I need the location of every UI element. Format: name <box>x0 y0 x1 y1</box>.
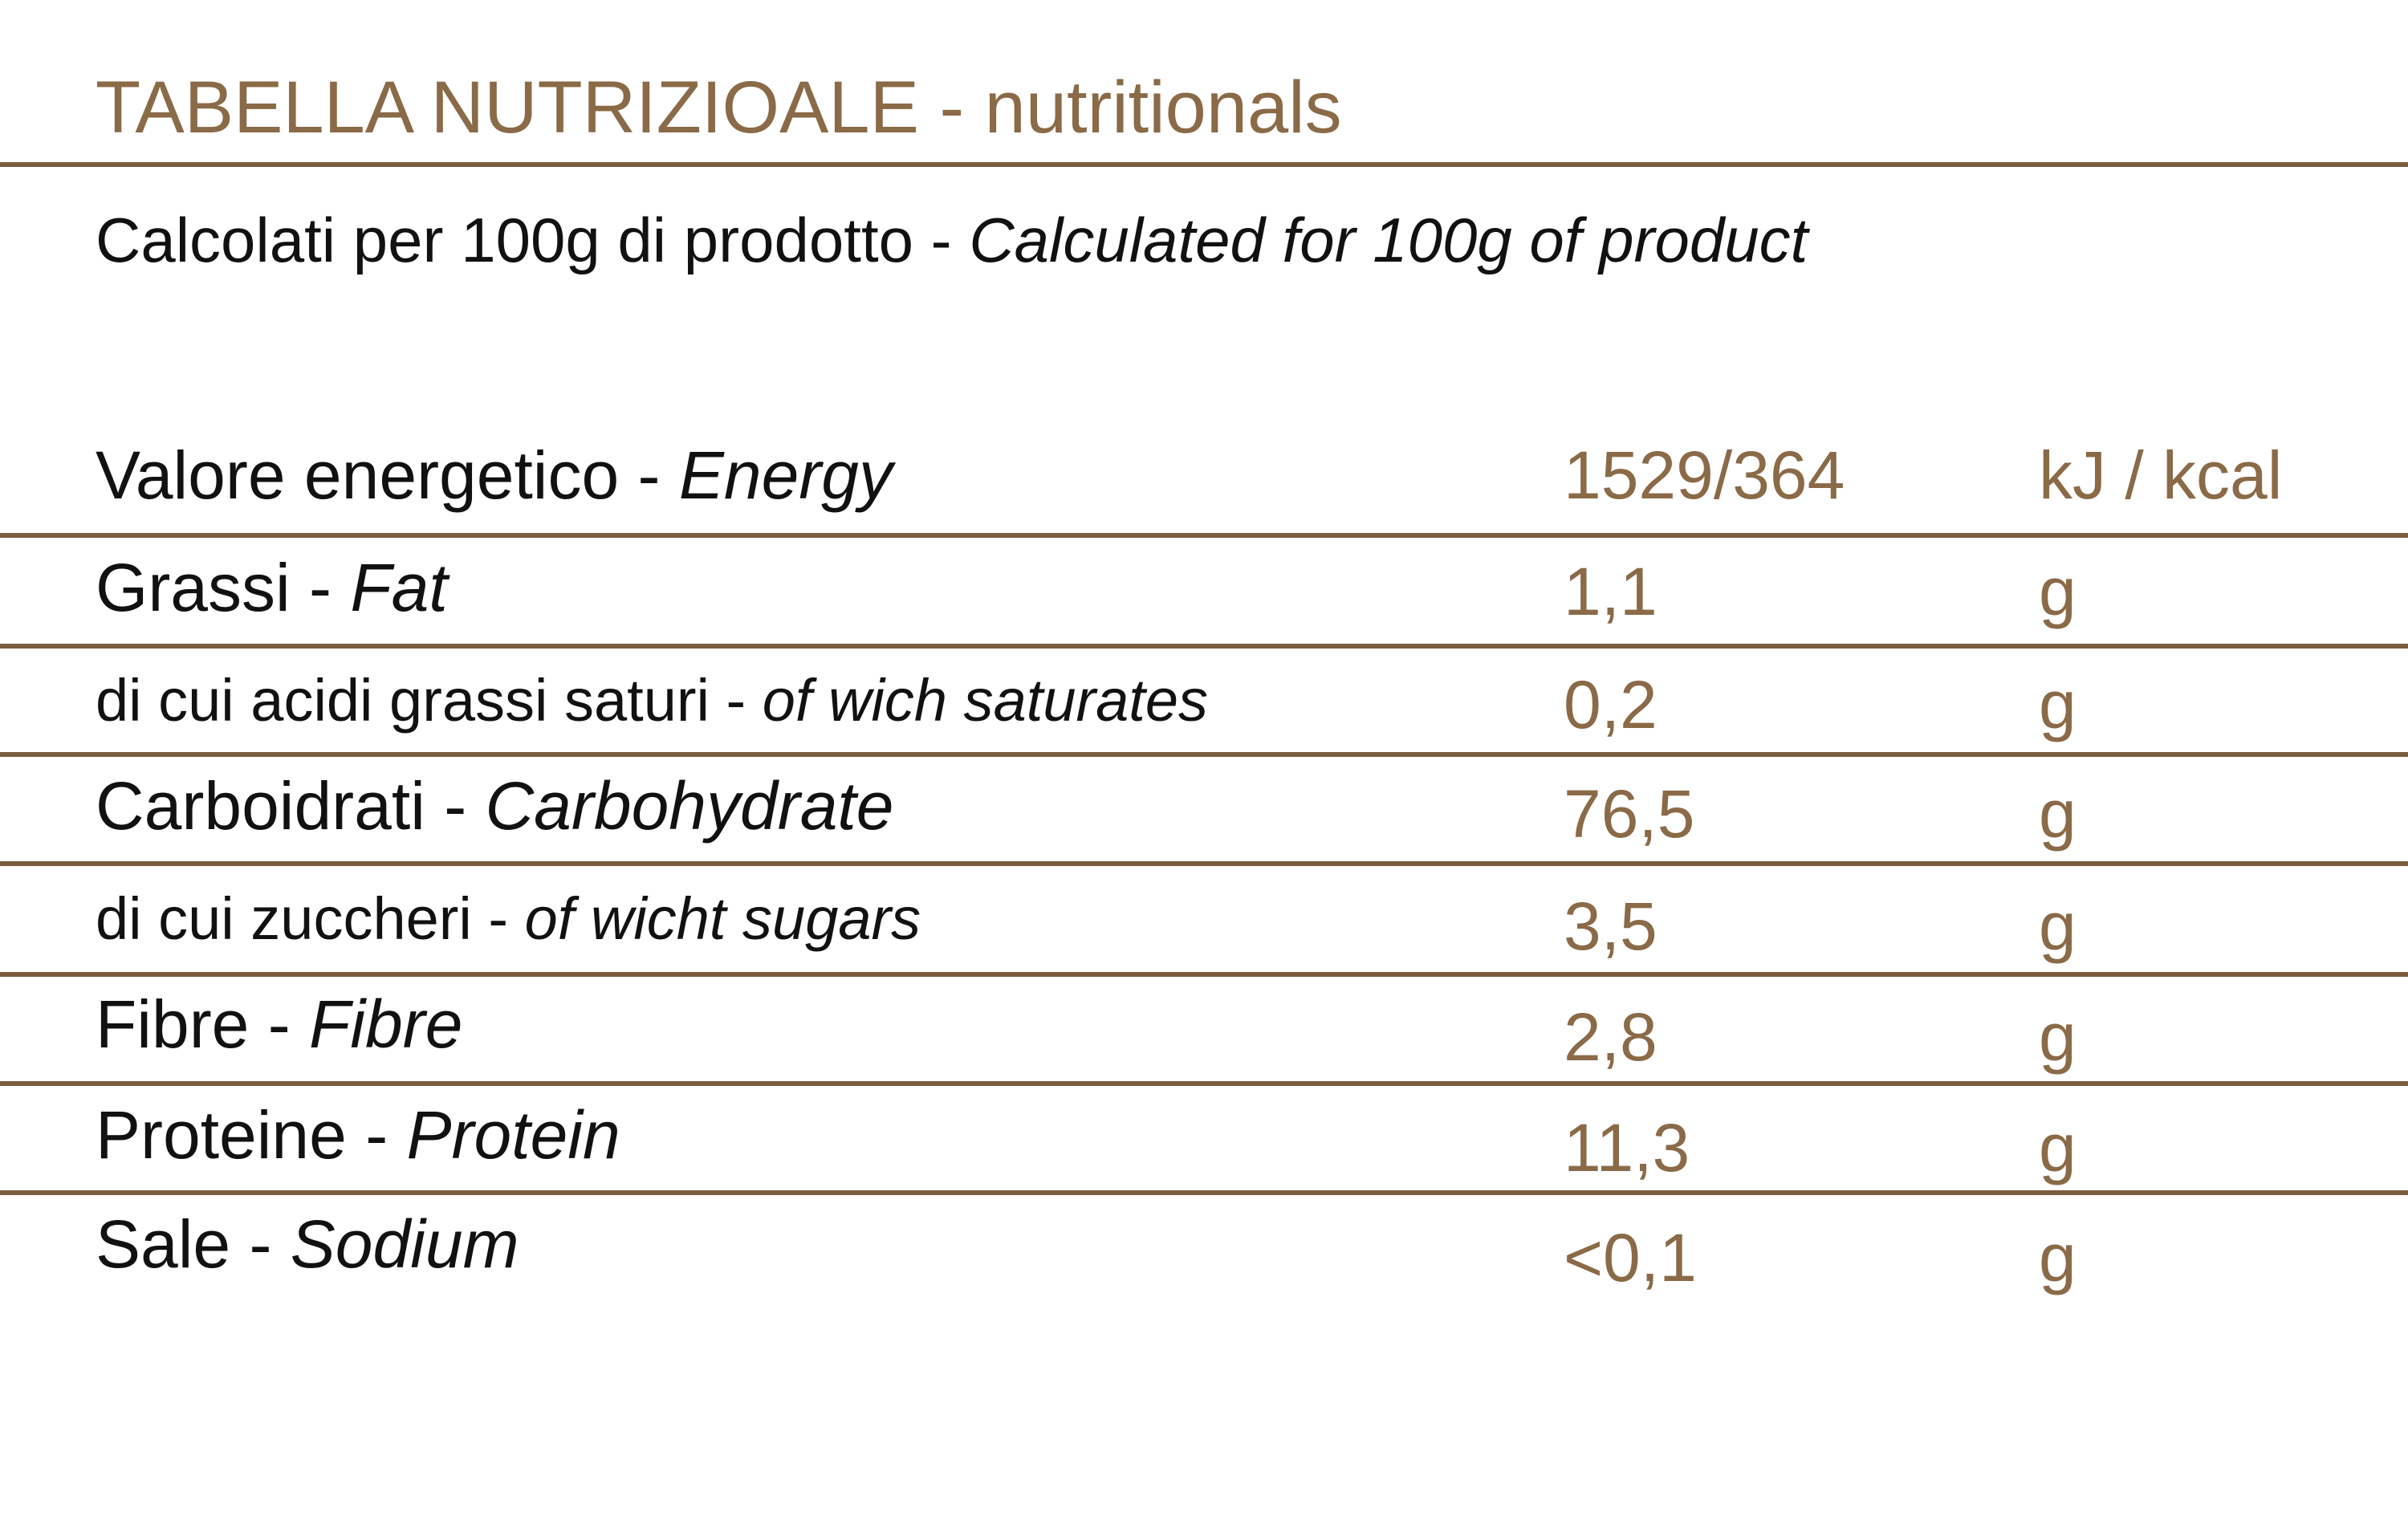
label-it: Proteine - <box>96 1097 407 1173</box>
row-rule <box>0 644 2408 649</box>
row-unit: g <box>2039 776 2076 852</box>
row-unit: g <box>2039 554 2076 629</box>
label-it: Grassi - <box>96 550 351 625</box>
label-en: of wicht sugars <box>524 885 921 952</box>
label-en: Protein <box>406 1097 620 1173</box>
label-en: Fat <box>350 550 448 625</box>
title-rule <box>0 162 2408 167</box>
label-it: Carboidrati - <box>96 768 486 844</box>
row-rule <box>0 752 2408 757</box>
row-label: Sale - Sodium <box>96 1210 519 1278</box>
row-value: 1,1 <box>1564 554 1658 629</box>
row-rule <box>0 533 2408 538</box>
label-en: Fibre <box>309 986 463 1062</box>
title: TABELLA NUTRIZIOALE - nutritionals <box>96 67 1342 148</box>
row-label: Fibre - Fibre <box>96 990 462 1058</box>
row-value: 3,5 <box>1564 889 1658 964</box>
row-label: Valore energetico - Energy <box>96 441 893 509</box>
row-unit: g <box>2039 1110 2076 1185</box>
row-label: Proteine - Protein <box>96 1101 620 1169</box>
subtitle-en: Calculated for 100g of product <box>969 205 1808 275</box>
row-value: 11,3 <box>1564 1110 1690 1185</box>
subtitle: Calcolati per 100g di prodotto - Calcula… <box>96 209 1808 271</box>
label-en: of wich saturates <box>762 667 1208 734</box>
label-it: Fibre - <box>96 986 310 1062</box>
row-label: Grassi - Fat <box>96 554 448 621</box>
row-unit: g <box>2039 667 2076 742</box>
label-it: di cui zuccheri - <box>96 885 525 952</box>
label-it: Valore energetico - <box>96 437 679 513</box>
row-rule <box>0 972 2408 977</box>
row-label: di cui zuccheri - of wicht sugars <box>96 889 921 949</box>
row-value: 1529/364 <box>1564 437 1845 513</box>
row-value: 2,8 <box>1564 999 1658 1075</box>
row-value: <0,1 <box>1564 1220 1697 1295</box>
row-rule <box>0 1190 2408 1195</box>
row-unit: kJ / kcal <box>2039 437 2283 513</box>
label-en: Carbohydrate <box>485 768 894 844</box>
row-value: 0,2 <box>1564 667 1658 742</box>
row-rule <box>0 1081 2408 1086</box>
subtitle-it: Calcolati per 100g di prodotto - <box>96 205 970 275</box>
row-unit: g <box>2039 999 2076 1075</box>
row-value: 76,5 <box>1564 776 1695 852</box>
row-label: di cui acidi grassi saturi - of wich sat… <box>96 671 1208 730</box>
row-label: Carboidrati - Carbohydrate <box>96 772 893 840</box>
label-en: Energy <box>678 437 893 513</box>
row-rule <box>0 861 2408 866</box>
label-it: di cui acidi grassi saturi - <box>96 667 763 734</box>
row-unit: g <box>2039 1220 2076 1295</box>
label-it: Sale - <box>96 1206 291 1282</box>
label-en: Sodium <box>290 1206 519 1282</box>
row-unit: g <box>2039 889 2076 964</box>
